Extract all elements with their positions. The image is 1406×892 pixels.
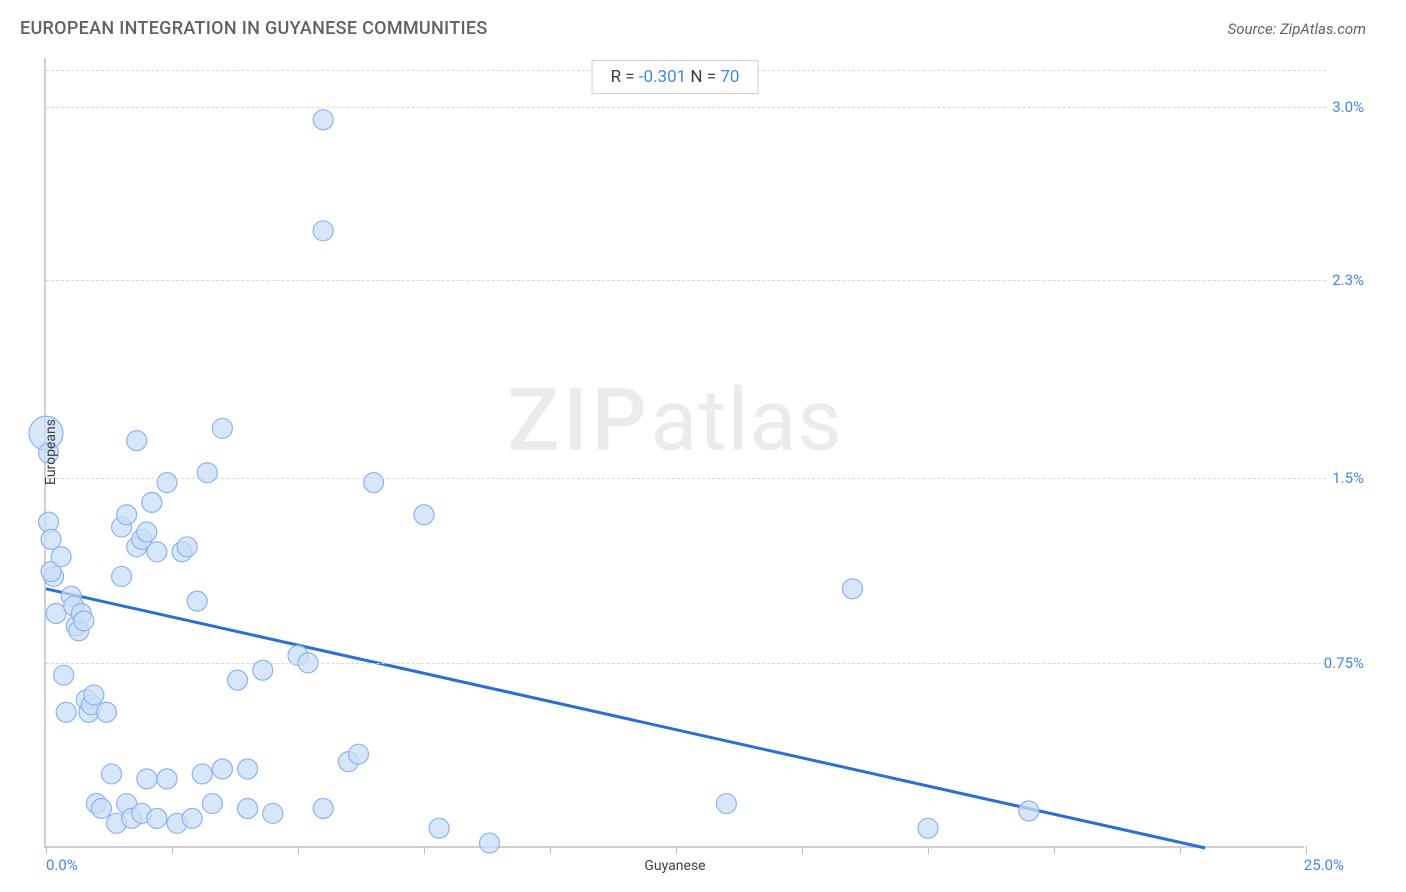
data-point [177, 537, 197, 557]
r-value: -0.301 [639, 67, 686, 87]
data-point [91, 799, 111, 819]
y-axis-label: Europeans [43, 419, 59, 485]
source-attribution: Source: ZipAtlas.com [1228, 20, 1366, 38]
data-point [414, 505, 434, 525]
data-point [56, 702, 76, 722]
data-point [192, 764, 212, 784]
data-point [238, 799, 258, 819]
data-point [137, 769, 157, 789]
gridline-h [46, 663, 1326, 664]
data-point [480, 833, 500, 853]
data-point [197, 463, 217, 483]
stats-box: R = -0.301 N = 70 [592, 60, 759, 94]
data-point [238, 759, 258, 779]
data-point [212, 418, 232, 438]
data-point [46, 603, 66, 623]
data-point [263, 803, 283, 823]
x-axis-min: 0.0% [46, 856, 78, 874]
x-tick [802, 846, 803, 854]
data-point [918, 818, 938, 838]
plot-svg [46, 58, 1306, 848]
y-tick-label: 3.0% [1332, 98, 1364, 116]
data-point [127, 431, 147, 451]
data-point [117, 505, 137, 525]
data-point [313, 110, 333, 130]
x-tick [928, 846, 929, 854]
chart-title: EUROPEAN INTEGRATION IN GUYANESE COMMUNI… [20, 18, 488, 39]
data-point [102, 764, 122, 784]
data-point [147, 542, 167, 562]
data-point [112, 566, 132, 586]
data-point [313, 221, 333, 241]
data-point [182, 808, 202, 828]
data-point [54, 665, 74, 685]
data-point [147, 808, 167, 828]
data-point [429, 818, 449, 838]
n-label: N = [686, 67, 720, 87]
x-tick [676, 846, 677, 854]
x-tick [1180, 846, 1181, 854]
x-tick [1054, 846, 1055, 854]
scatter-chart: ZIPatlas R = -0.301 N = 70 Europeans Guy… [44, 58, 1324, 848]
data-point [364, 473, 384, 493]
x-tick [424, 846, 425, 854]
x-tick [550, 846, 551, 854]
gridline-h [46, 107, 1326, 108]
data-point [51, 547, 71, 567]
data-point [228, 670, 248, 690]
x-tick [1306, 846, 1307, 854]
y-tick-label: 1.5% [1332, 469, 1364, 487]
r-label: R = [611, 67, 639, 87]
data-point [212, 759, 232, 779]
data-point [348, 744, 368, 764]
data-point [716, 794, 736, 814]
y-tick-label: 2.3% [1332, 271, 1364, 289]
data-point [842, 579, 862, 599]
data-point [1019, 801, 1039, 821]
gridline-h [46, 478, 1326, 479]
plot-area: ZIPatlas R = -0.301 N = 70 Europeans Guy… [44, 58, 1304, 848]
x-tick [298, 846, 299, 854]
data-point [142, 492, 162, 512]
x-axis-max: 25.0% [1304, 856, 1344, 874]
data-point [84, 685, 104, 705]
x-tick [172, 846, 173, 854]
x-axis-label: Guyanese [644, 858, 705, 874]
data-point [202, 794, 222, 814]
data-point [157, 769, 177, 789]
data-point [313, 799, 333, 819]
data-point [157, 473, 177, 493]
gridline-h [46, 280, 1326, 281]
y-tick-label: 0.75% [1324, 654, 1364, 672]
n-value: 70 [720, 67, 739, 87]
data-point [137, 522, 157, 542]
data-point [41, 529, 61, 549]
data-point [96, 702, 116, 722]
data-point [74, 611, 94, 631]
x-tick [46, 846, 47, 854]
data-point [187, 591, 207, 611]
